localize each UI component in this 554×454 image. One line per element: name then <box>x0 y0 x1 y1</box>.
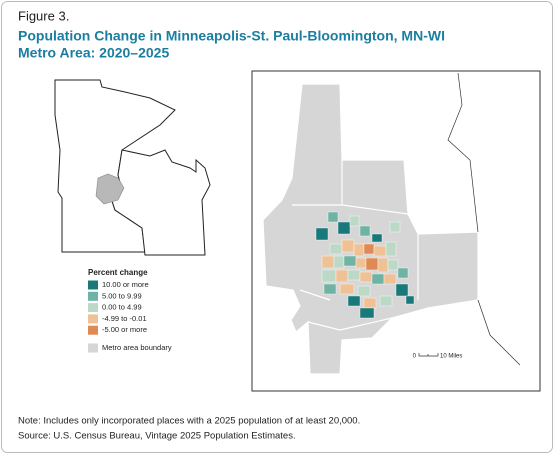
legend-label: -4.99 to -0.01 <box>102 314 147 323</box>
legend-swatch <box>88 291 98 301</box>
legend-label: -5.00 or more <box>102 325 147 334</box>
legend-label: Metro area boundary <box>102 343 172 352</box>
source: Source: U.S. Census Bureau, Vintage 2025… <box>18 431 296 442</box>
title-line: Metro Area: 2020–2025 <box>18 45 169 61</box>
legend-swatch <box>88 303 98 313</box>
note: Note: Includes only incorporated places … <box>18 416 360 427</box>
scale-end: 10 Miles <box>440 354 462 360</box>
legend-swatch <box>88 280 98 290</box>
legend-title: Percent change <box>88 268 148 277</box>
legend-swatch <box>88 325 98 335</box>
figure-label: Figure 3. <box>18 8 69 23</box>
legend-label: 5.00 to 9.99 <box>102 291 142 300</box>
metro-area <box>262 72 521 375</box>
scale-bar: 0 10 Miles <box>413 353 462 360</box>
title-line: Population Change in Minneapolis-St. Pau… <box>18 28 445 44</box>
legend-swatch <box>88 343 98 353</box>
legend-label: 0.00 to 4.99 <box>102 303 142 312</box>
legend-label: 10.00 or more <box>102 280 149 289</box>
scale-start: 0 <box>413 354 417 360</box>
inset-map <box>54 79 211 256</box>
legend-swatch <box>88 314 98 324</box>
legend: Percent change 10.00 or more 5.00 to 9.99… <box>88 268 172 353</box>
